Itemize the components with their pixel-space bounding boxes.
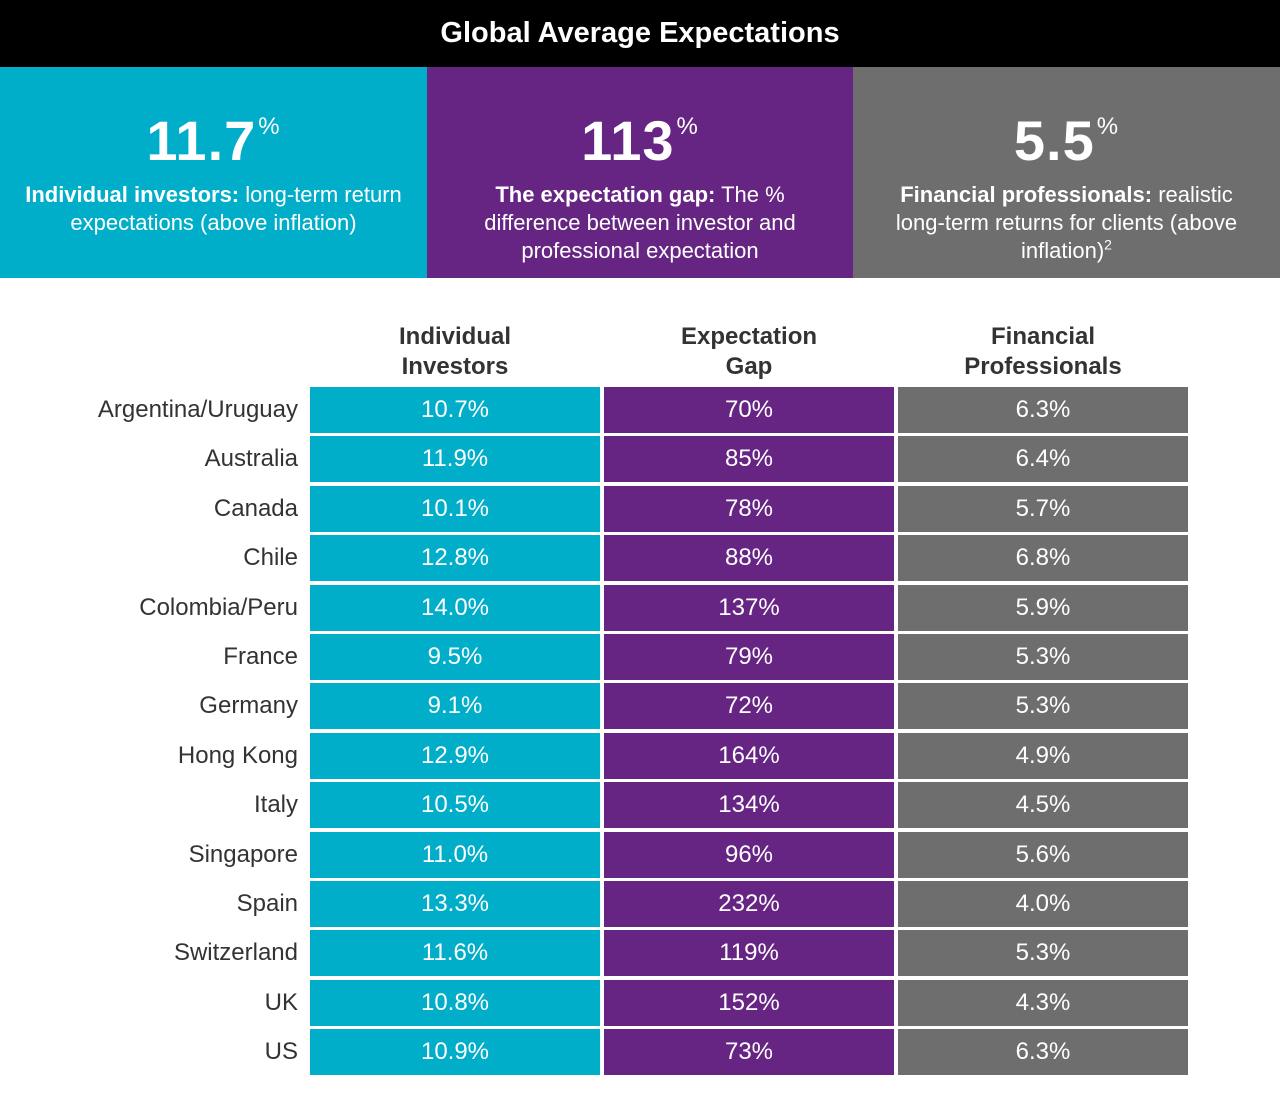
row-label-country: Singapore bbox=[188, 841, 298, 868]
cell-individual-investors: 12.9% bbox=[310, 733, 600, 779]
cell-individual-investors: 10.9% bbox=[310, 1029, 600, 1075]
stat-number: 113 bbox=[581, 109, 675, 172]
stat-individual-investors: 11.7% Individual investors: long-term re… bbox=[0, 67, 427, 278]
cell-expectation-gap: 164% bbox=[604, 733, 894, 779]
cell-individual-investors: 11.9% bbox=[310, 436, 600, 482]
cell-expectation-gap: 73% bbox=[604, 1029, 894, 1075]
cell-financial-professionals: 4.5% bbox=[898, 782, 1188, 828]
stat-text: The % difference between investor and pr… bbox=[484, 182, 796, 263]
row-label-country: Chile bbox=[243, 544, 298, 571]
cell-financial-professionals: 5.3% bbox=[898, 683, 1188, 729]
cell-expectation-gap: 79% bbox=[604, 634, 894, 680]
row-label-country: Argentina/Uruguay bbox=[97, 396, 298, 423]
stat-value: 5.5% bbox=[873, 97, 1260, 171]
cell-financial-professionals: 5.3% bbox=[898, 930, 1188, 976]
stat-number: 11.7 bbox=[146, 109, 257, 172]
stat-label: Individual investors: bbox=[25, 182, 240, 207]
cell-financial-professionals: 5.7% bbox=[898, 486, 1188, 532]
cell-individual-investors: 11.0% bbox=[310, 832, 600, 878]
cell-expectation-gap: 78% bbox=[604, 486, 894, 532]
cell-individual-investors: 12.8% bbox=[310, 535, 600, 581]
stat-financial-professionals: 5.5% Financial professionals: realistic … bbox=[853, 67, 1280, 278]
cell-financial-professionals: 4.3% bbox=[898, 980, 1188, 1026]
column-header-financial-professionals: Financial Professionals bbox=[964, 323, 1122, 380]
stat-value: 113% bbox=[447, 97, 833, 171]
stat-unit: % bbox=[258, 113, 281, 140]
cell-financial-professionals: 4.9% bbox=[898, 733, 1188, 779]
cell-expectation-gap: 96% bbox=[604, 832, 894, 878]
page-title: Global Average Expectations bbox=[0, 0, 1280, 67]
row-label-country: Germany bbox=[199, 692, 298, 719]
stat-unit: % bbox=[676, 113, 699, 140]
row-label-country: Italy bbox=[253, 791, 298, 818]
cell-individual-investors: 10.8% bbox=[310, 980, 600, 1026]
stat-text: realistic long-term returns for clients … bbox=[895, 182, 1238, 263]
cell-individual-investors: 10.1% bbox=[310, 486, 600, 532]
cell-financial-professionals: 6.8% bbox=[898, 535, 1188, 581]
cell-expectation-gap: 88% bbox=[604, 535, 894, 581]
cell-financial-professionals: 6.4% bbox=[898, 436, 1188, 482]
row-label-country: Hong Kong bbox=[177, 742, 298, 769]
row-label-country: US bbox=[264, 1038, 298, 1065]
cell-individual-investors: 14.0% bbox=[310, 585, 600, 631]
cell-financial-professionals: 5.3% bbox=[898, 634, 1188, 680]
cell-expectation-gap: 232% bbox=[604, 881, 894, 927]
row-label-country: Spain bbox=[236, 890, 298, 917]
cell-individual-investors: 9.5% bbox=[310, 634, 600, 680]
stat-description: Individual investors: long-term return e… bbox=[20, 181, 407, 237]
stat-label: The expectation gap: bbox=[495, 182, 716, 207]
stat-description: The expectation gap: The % difference be… bbox=[447, 181, 833, 265]
cell-individual-investors: 11.6% bbox=[310, 930, 600, 976]
cell-expectation-gap: 85% bbox=[604, 436, 894, 482]
cell-financial-professionals: 6.3% bbox=[898, 387, 1188, 433]
cell-individual-investors: 10.5% bbox=[310, 782, 600, 828]
stat-value: 11.7% bbox=[20, 97, 407, 171]
stat-number: 5.5 bbox=[1013, 109, 1095, 172]
footnote-marker: 2 bbox=[1104, 236, 1112, 253]
stat-description: Financial professionals: realistic long-… bbox=[873, 181, 1260, 265]
row-label-country: Colombia/Peru bbox=[139, 594, 298, 621]
row-label-country: Australia bbox=[204, 445, 298, 472]
cell-expectation-gap: 134% bbox=[604, 782, 894, 828]
cell-expectation-gap: 137% bbox=[604, 585, 894, 631]
stat-expectation-gap: 113% The expectation gap: The % differen… bbox=[427, 67, 853, 278]
cell-expectation-gap: 72% bbox=[604, 683, 894, 729]
cell-expectation-gap: 70% bbox=[604, 387, 894, 433]
cell-expectation-gap: 152% bbox=[604, 980, 894, 1026]
summary-stats: 11.7% Individual investors: long-term re… bbox=[0, 67, 1280, 278]
column-header-expectation-gap: Expectation Gap bbox=[680, 323, 818, 380]
stat-text: long-term return expectations (above inf… bbox=[70, 182, 402, 235]
row-label-country: France bbox=[223, 643, 298, 670]
column-header-individual-investors: Individual Investors bbox=[398, 323, 511, 380]
cell-financial-professionals: 5.6% bbox=[898, 832, 1188, 878]
cell-expectation-gap: 119% bbox=[604, 930, 894, 976]
row-label-country: UK bbox=[264, 989, 298, 1016]
cell-financial-professionals: 5.9% bbox=[898, 585, 1188, 631]
cell-individual-investors: 10.7% bbox=[310, 387, 600, 433]
row-label-country: Switzerland bbox=[173, 939, 298, 966]
cell-individual-investors: 13.3% bbox=[310, 881, 600, 927]
cell-financial-professionals: 6.3% bbox=[898, 1029, 1188, 1075]
cell-individual-investors: 9.1% bbox=[310, 683, 600, 729]
stat-unit: % bbox=[1096, 113, 1120, 140]
stat-label: Financial professionals: bbox=[900, 182, 1153, 207]
row-label-country: Canada bbox=[213, 495, 298, 522]
cell-financial-professionals: 4.0% bbox=[898, 881, 1188, 927]
